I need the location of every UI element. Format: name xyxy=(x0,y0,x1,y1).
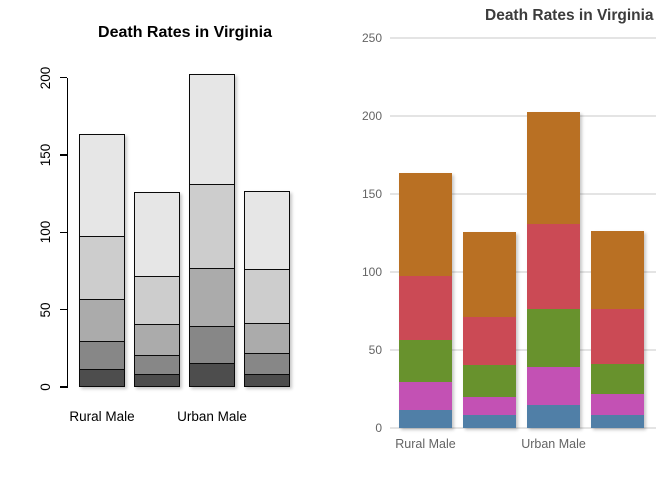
bar-segment xyxy=(399,381,452,411)
y-axis-tick xyxy=(60,76,67,79)
y-axis-tick xyxy=(60,154,67,156)
y-axis-line xyxy=(67,77,69,388)
bar-segment xyxy=(189,183,235,270)
bar-segment xyxy=(244,268,290,325)
bar-segment xyxy=(134,324,180,357)
bar-segment xyxy=(591,393,644,416)
bar-segment xyxy=(79,340,125,370)
x-axis-label: Rural Male xyxy=(69,409,135,424)
bar-segment xyxy=(244,191,290,270)
bar-segment xyxy=(591,230,644,310)
x-axis-label: Urban Male xyxy=(177,409,247,424)
bar-segment xyxy=(189,268,235,327)
bar-segment xyxy=(79,299,125,342)
bar-segment xyxy=(527,403,580,428)
bar-segment xyxy=(527,366,580,405)
bar-segment xyxy=(527,112,580,224)
bar-segment xyxy=(79,133,125,237)
bar-segment xyxy=(134,355,180,375)
y-axis-tick xyxy=(60,231,67,233)
y-tick-label: 150 xyxy=(37,143,53,167)
bar-segment xyxy=(79,235,125,301)
y-axis-tick xyxy=(60,386,67,388)
y-gridline xyxy=(390,115,656,117)
x-axis-label: Rural Male xyxy=(395,437,456,451)
bar-segment xyxy=(189,363,235,387)
y-tick-label: 0 xyxy=(37,383,53,391)
y-tick-label: 50 xyxy=(37,302,53,318)
bar-segment xyxy=(463,316,516,366)
bar-segment xyxy=(527,223,580,309)
bar-segment xyxy=(591,308,644,365)
y-axis-tick xyxy=(60,308,67,311)
bar-segment xyxy=(399,172,452,277)
bar-segment xyxy=(134,192,180,278)
y-gridline xyxy=(390,427,656,429)
bar-segment xyxy=(463,396,516,416)
bar-segment xyxy=(244,323,290,354)
y-tick-label: 200 xyxy=(37,66,53,89)
bar-segment xyxy=(463,364,516,397)
y-tick-label: 200 xyxy=(361,109,382,123)
bar-segment xyxy=(79,368,125,387)
x-axis-label: Urban Male xyxy=(521,437,586,451)
bar-segment xyxy=(244,374,290,387)
y-gridline xyxy=(390,349,656,351)
y-gridline xyxy=(390,37,656,39)
y-tick-label: 150 xyxy=(361,187,382,201)
bar-segment xyxy=(189,73,235,185)
y-gridline xyxy=(390,271,656,273)
left-chart-title: Death Rates in Virginia xyxy=(98,24,272,41)
y-tick-label: 50 xyxy=(368,343,382,357)
bar-segment xyxy=(463,414,516,428)
y-tick-label: 100 xyxy=(37,220,53,244)
bar-segment xyxy=(591,363,644,395)
bar-segment xyxy=(134,373,180,387)
bar-segment xyxy=(463,231,516,317)
bar-segment xyxy=(399,275,452,341)
y-tick-label: 0 xyxy=(375,421,382,435)
bar-segment xyxy=(134,276,180,325)
bar-segment xyxy=(591,414,644,428)
bar-segment xyxy=(527,308,580,367)
bar-segment xyxy=(399,339,452,383)
right-chart-title: Death Rates in Virginia xyxy=(485,7,654,24)
bar-segment xyxy=(244,352,290,375)
bar-segment xyxy=(399,409,452,428)
bar-segment xyxy=(189,325,235,365)
y-tick-label: 250 xyxy=(361,31,382,45)
y-tick-label: 100 xyxy=(361,265,382,279)
y-gridline xyxy=(390,193,656,195)
